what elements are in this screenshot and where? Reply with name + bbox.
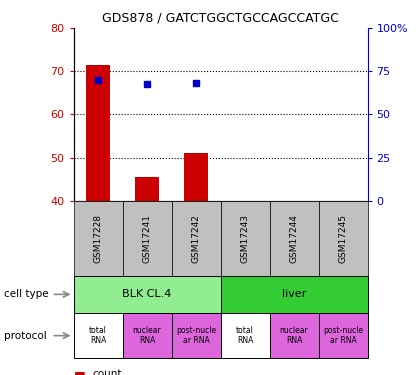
Title: GDS878 / GATCTGGCTGCCAGCCATGC: GDS878 / GATCTGGCTGCCAGCCATGC — [102, 11, 339, 24]
Bar — [74, 201, 123, 276]
Text: ■: ■ — [74, 369, 85, 375]
Text: BLK CL.4: BLK CL.4 — [122, 290, 172, 299]
Text: GSM17243: GSM17243 — [241, 214, 249, 262]
Text: total
RNA: total RNA — [89, 326, 107, 345]
Bar — [86, 65, 110, 201]
Bar — [270, 313, 318, 358]
Bar — [318, 313, 368, 358]
Text: cell type: cell type — [4, 290, 49, 299]
Bar — [171, 201, 220, 276]
Text: GSM17245: GSM17245 — [339, 214, 347, 262]
Bar — [74, 276, 220, 313]
Bar — [135, 177, 159, 201]
Bar — [123, 313, 171, 358]
Bar — [123, 201, 171, 276]
Bar — [220, 276, 368, 313]
Text: total
RNA: total RNA — [236, 326, 254, 345]
Bar — [74, 313, 123, 358]
Text: protocol: protocol — [4, 331, 47, 340]
Text: post-nucle
ar RNA: post-nucle ar RNA — [176, 326, 216, 345]
Text: GSM17242: GSM17242 — [192, 214, 200, 262]
Text: GSM17228: GSM17228 — [94, 214, 102, 262]
Text: post-nucle
ar RNA: post-nucle ar RNA — [323, 326, 363, 345]
Text: GSM17244: GSM17244 — [289, 214, 299, 262]
Text: GSM17241: GSM17241 — [142, 214, 152, 262]
Text: liver: liver — [282, 290, 306, 299]
Bar — [318, 201, 368, 276]
Bar — [171, 313, 220, 358]
Text: count: count — [92, 369, 122, 375]
Text: nuclear
RNA: nuclear RNA — [280, 326, 308, 345]
Bar — [220, 201, 270, 276]
Bar — [270, 201, 318, 276]
Bar — [184, 153, 208, 201]
Bar — [220, 313, 270, 358]
Text: nuclear
RNA: nuclear RNA — [133, 326, 161, 345]
